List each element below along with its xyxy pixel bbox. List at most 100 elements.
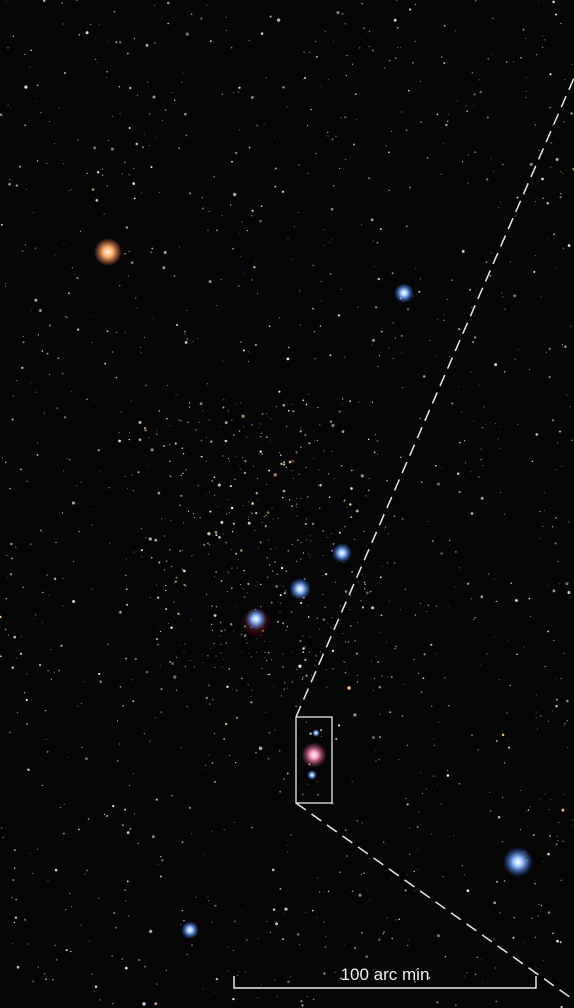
star <box>161 120 163 122</box>
star <box>144 965 147 968</box>
star <box>37 334 40 336</box>
star <box>46 163 48 164</box>
star <box>556 836 558 838</box>
star <box>65 316 67 318</box>
star <box>207 229 209 231</box>
star <box>124 332 126 334</box>
star <box>98 24 100 26</box>
star <box>383 841 385 843</box>
star <box>525 76 527 78</box>
star <box>77 705 79 707</box>
star <box>489 810 492 812</box>
star <box>435 464 437 467</box>
star <box>197 484 199 487</box>
star <box>214 531 218 534</box>
star <box>22 335 25 338</box>
star <box>67 757 69 759</box>
star <box>169 425 171 427</box>
star <box>317 406 319 409</box>
star <box>300 1000 303 1003</box>
star <box>301 1004 304 1007</box>
star <box>169 660 172 663</box>
star <box>274 979 276 981</box>
star <box>251 502 254 505</box>
star <box>247 684 249 686</box>
star <box>336 10 340 15</box>
star <box>344 589 348 593</box>
star <box>182 453 185 455</box>
star <box>2 457 4 459</box>
star <box>556 267 558 269</box>
star <box>559 196 562 199</box>
star <box>528 597 531 600</box>
star <box>552 589 556 593</box>
star <box>68 292 70 295</box>
star <box>287 980 290 983</box>
star <box>277 620 279 623</box>
star <box>461 411 463 413</box>
star <box>41 621 43 623</box>
star <box>208 491 210 493</box>
star <box>76 138 79 141</box>
star <box>368 478 370 480</box>
star <box>211 605 214 608</box>
star <box>148 437 150 439</box>
star <box>199 402 203 406</box>
star <box>309 51 311 53</box>
star <box>261 413 264 415</box>
star <box>542 46 544 48</box>
star <box>436 113 439 116</box>
star <box>451 402 454 405</box>
star <box>373 451 376 454</box>
star <box>306 721 308 723</box>
star <box>388 600 390 602</box>
star <box>208 280 212 284</box>
star <box>213 576 215 578</box>
star <box>157 491 161 495</box>
star <box>319 325 322 327</box>
star <box>288 499 291 501</box>
star <box>183 569 186 573</box>
star <box>455 1004 457 1007</box>
star <box>7 104 9 107</box>
star <box>295 705 297 708</box>
star <box>211 629 214 631</box>
star <box>285 466 288 469</box>
star <box>61 512 64 514</box>
star <box>113 10 116 13</box>
star <box>58 669 60 672</box>
star <box>34 298 38 302</box>
star <box>21 250 24 253</box>
star <box>500 201 501 203</box>
star <box>385 145 387 147</box>
star <box>144 428 147 432</box>
star <box>337 314 341 317</box>
star <box>472 341 474 343</box>
star <box>271 507 273 509</box>
star <box>378 736 382 739</box>
star <box>490 252 492 254</box>
star <box>268 673 271 676</box>
star <box>270 548 272 550</box>
star <box>63 243 65 245</box>
star <box>268 325 271 327</box>
star <box>168 443 171 446</box>
star <box>283 778 285 780</box>
star <box>302 676 304 679</box>
star <box>149 929 153 934</box>
star <box>501 292 503 294</box>
star <box>297 211 299 213</box>
star <box>538 1 540 3</box>
star <box>496 600 498 603</box>
star <box>255 261 256 263</box>
star <box>26 480 28 483</box>
star <box>11 557 13 560</box>
star <box>267 651 270 654</box>
star <box>384 528 386 530</box>
star <box>398 918 400 921</box>
star <box>412 62 414 64</box>
star <box>303 78 305 80</box>
star <box>279 887 282 890</box>
star <box>68 190 70 192</box>
star <box>166 385 168 387</box>
